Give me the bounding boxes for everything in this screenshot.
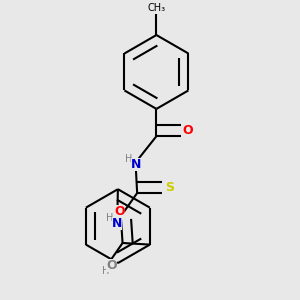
Text: O: O — [106, 259, 117, 272]
Text: O: O — [182, 124, 193, 137]
Text: CH₃: CH₃ — [147, 2, 166, 13]
Text: H: H — [106, 213, 113, 223]
Text: N: N — [112, 217, 122, 230]
Text: S: S — [165, 181, 174, 194]
Text: N: N — [131, 158, 141, 171]
Text: O: O — [114, 205, 125, 218]
Text: H: H — [125, 154, 132, 164]
Text: H: H — [102, 266, 109, 276]
